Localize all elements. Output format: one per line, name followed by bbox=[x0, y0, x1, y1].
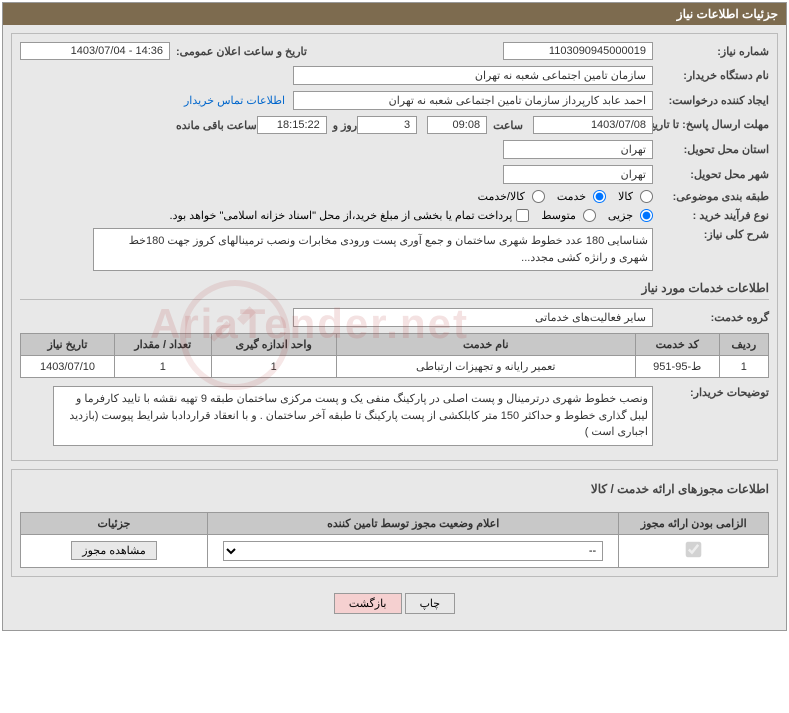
radio-service-label: خدمت bbox=[557, 190, 586, 203]
deadline-days: 3 bbox=[357, 116, 417, 134]
row-buyer-org: نام دستگاه خریدار: سازمان تامین اجتماعی … bbox=[20, 66, 769, 85]
deadline-label: مهلت ارسال پاسخ: تا تاریخ: bbox=[659, 118, 769, 132]
th-status: اعلام وضعیت مجوز توسط تامین کننده bbox=[208, 512, 619, 534]
perm-status-select[interactable]: -- bbox=[223, 541, 603, 561]
th-row: ردیف bbox=[719, 334, 768, 356]
th-details: جزئیات bbox=[21, 512, 208, 534]
radio-both-label: کالا/خدمت bbox=[478, 190, 525, 203]
deadline-remain-label: ساعت باقی مانده bbox=[176, 119, 257, 132]
perm-details-cell: مشاهده مجوز bbox=[21, 534, 208, 567]
radio-service[interactable]: خدمت bbox=[557, 190, 606, 203]
creator-field: احمد عابد کارپرداز سازمان تامین اجتماعی … bbox=[293, 91, 653, 110]
th-date: تاریخ نیاز bbox=[21, 334, 115, 356]
perm-status-cell: -- bbox=[208, 534, 619, 567]
payment-note: پرداخت تمام یا بخشی از مبلغ خرید،از محل … bbox=[170, 209, 513, 222]
row-category: طبقه بندی موضوعی: کالا خدمت کالا/خدمت bbox=[20, 190, 769, 203]
buyer-org-label: نام دستگاه خریدار: bbox=[659, 69, 769, 82]
radio-medium-label: متوسط bbox=[541, 209, 576, 222]
deadline-time-label: ساعت bbox=[493, 119, 523, 132]
deadline-time: 09:08 bbox=[427, 116, 487, 134]
row-city: شهر محل تحویل: تهران bbox=[20, 165, 769, 184]
contact-link[interactable]: اطلاعات تماس خریدار bbox=[184, 94, 285, 107]
td-qty: 1 bbox=[114, 356, 211, 378]
row-process: نوع فرآیند خرید : جزیی متوسط پرداخت تمام… bbox=[20, 209, 769, 222]
radio-goods[interactable]: کالا bbox=[618, 190, 653, 203]
radio-partial[interactable]: جزیی bbox=[608, 209, 653, 222]
th-mandatory: الزامی بودن ارائه مجوز bbox=[619, 512, 769, 534]
panel-title: جزئیات اطلاعات نیاز bbox=[3, 3, 786, 25]
permissions-table: الزامی بودن ارائه مجوز اعلام وضعیت مجوز … bbox=[20, 512, 769, 568]
td-name: تعمیر رایانه و تجهیزات ارتباطی bbox=[336, 356, 635, 378]
permissions-box: اطلاعات مجوزهای ارائه خدمت / کالا الزامی… bbox=[11, 469, 778, 577]
radio-medium-input[interactable] bbox=[583, 209, 596, 222]
td-code: ط-95-951 bbox=[635, 356, 719, 378]
print-button[interactable]: چاپ bbox=[405, 593, 456, 614]
view-permission-button[interactable]: مشاهده مجوز bbox=[71, 541, 156, 560]
row-creator: ایجاد کننده درخواست: احمد عابد کارپرداز … bbox=[20, 91, 769, 110]
payment-checkbox-input[interactable] bbox=[516, 209, 529, 222]
creator-label: ایجاد کننده درخواست: bbox=[659, 94, 769, 107]
need-number-field: 1103090945000019 bbox=[503, 42, 653, 60]
td-date: 1403/07/10 bbox=[21, 356, 115, 378]
radio-both-input[interactable] bbox=[532, 190, 545, 203]
content-area: شماره نیاز: 1103090945000019 تاریخ و ساع… bbox=[3, 25, 786, 630]
province-label: استان محل تحویل: bbox=[659, 143, 769, 156]
radio-partial-input[interactable] bbox=[640, 209, 653, 222]
services-table: ردیف کد خدمت نام خدمت واحد اندازه گیری ت… bbox=[20, 333, 769, 378]
service-info-header: اطلاعات خدمات مورد نیاز bbox=[20, 277, 769, 300]
deadline-days-unit: روز و bbox=[333, 119, 357, 132]
announce-field: 14:36 - 1403/07/04 bbox=[20, 42, 170, 60]
radio-partial-label: جزیی bbox=[608, 209, 633, 222]
td-row: 1 bbox=[719, 356, 768, 378]
row-service-group: گروه خدمت: سایر فعالیت‌های خدماتی bbox=[20, 308, 769, 327]
th-code: کد خدمت bbox=[635, 334, 719, 356]
buyer-desc-label: توضیحات خریدار: bbox=[659, 386, 769, 399]
process-label: نوع فرآیند خرید : bbox=[659, 209, 769, 222]
need-number-label: شماره نیاز: bbox=[659, 45, 769, 58]
deadline-remain: 18:15:22 bbox=[257, 116, 327, 134]
city-field: تهران bbox=[503, 165, 653, 184]
province-field: تهران bbox=[503, 140, 653, 159]
row-need-desc: شرح کلی نیاز: شناسایی 180 عدد خطوط شهری … bbox=[20, 228, 769, 271]
row-deadline: مهلت ارسال پاسخ: تا تاریخ: 1403/07/08 سا… bbox=[20, 116, 769, 134]
category-label: طبقه بندی موضوعی: bbox=[659, 190, 769, 203]
th-qty: تعداد / مقدار bbox=[114, 334, 211, 356]
button-row: چاپ بازگشت bbox=[11, 585, 778, 622]
service-group-field: سایر فعالیت‌های خدماتی bbox=[293, 308, 653, 327]
city-label: شهر محل تحویل: bbox=[659, 168, 769, 181]
radio-medium[interactable]: متوسط bbox=[541, 209, 596, 222]
th-unit: واحد اندازه گیری bbox=[211, 334, 336, 356]
permissions-header: اطلاعات مجوزهای ارائه خدمت / کالا bbox=[20, 478, 769, 500]
service-group-label: گروه خدمت: bbox=[659, 311, 769, 324]
back-button[interactable]: بازگشت bbox=[334, 593, 402, 614]
perm-mandatory-checkbox bbox=[686, 541, 702, 557]
details-box: شماره نیاز: 1103090945000019 تاریخ و ساع… bbox=[11, 33, 778, 461]
perm-mandatory-cell bbox=[619, 534, 769, 567]
announce-label: تاریخ و ساعت اعلان عمومی: bbox=[176, 45, 307, 58]
radio-both[interactable]: کالا/خدمت bbox=[478, 190, 545, 203]
row-province: استان محل تحویل: تهران bbox=[20, 140, 769, 159]
main-panel: جزئیات اطلاعات نیاز شماره نیاز: 11030909… bbox=[2, 2, 787, 631]
row-need-number: شماره نیاز: 1103090945000019 تاریخ و ساع… bbox=[20, 42, 769, 60]
buyer-org-field: سازمان تامین اجتماعی شعبه نه تهران bbox=[293, 66, 653, 85]
radio-service-input[interactable] bbox=[593, 190, 606, 203]
payment-checkbox[interactable]: پرداخت تمام یا بخشی از مبلغ خرید،از محل … bbox=[170, 209, 530, 222]
need-desc-field: شناسایی 180 عدد خطوط شهری ساختمان و جمع … bbox=[93, 228, 653, 271]
td-unit: 1 bbox=[211, 356, 336, 378]
th-name: نام خدمت bbox=[336, 334, 635, 356]
row-buyer-desc: توضیحات خریدار: ونصب خطوط شهری درترمینال… bbox=[20, 386, 769, 446]
need-desc-label: شرح کلی نیاز: bbox=[659, 228, 769, 241]
perm-row: -- مشاهده مجوز bbox=[21, 534, 769, 567]
buyer-desc-field: ونصب خطوط شهری درترمینال و پست اصلی در پ… bbox=[53, 386, 653, 446]
table-row: 1 ط-95-951 تعمیر رایانه و تجهیزات ارتباط… bbox=[21, 356, 769, 378]
radio-goods-input[interactable] bbox=[640, 190, 653, 203]
radio-goods-label: کالا bbox=[618, 190, 633, 203]
deadline-date: 1403/07/08 bbox=[533, 116, 653, 134]
